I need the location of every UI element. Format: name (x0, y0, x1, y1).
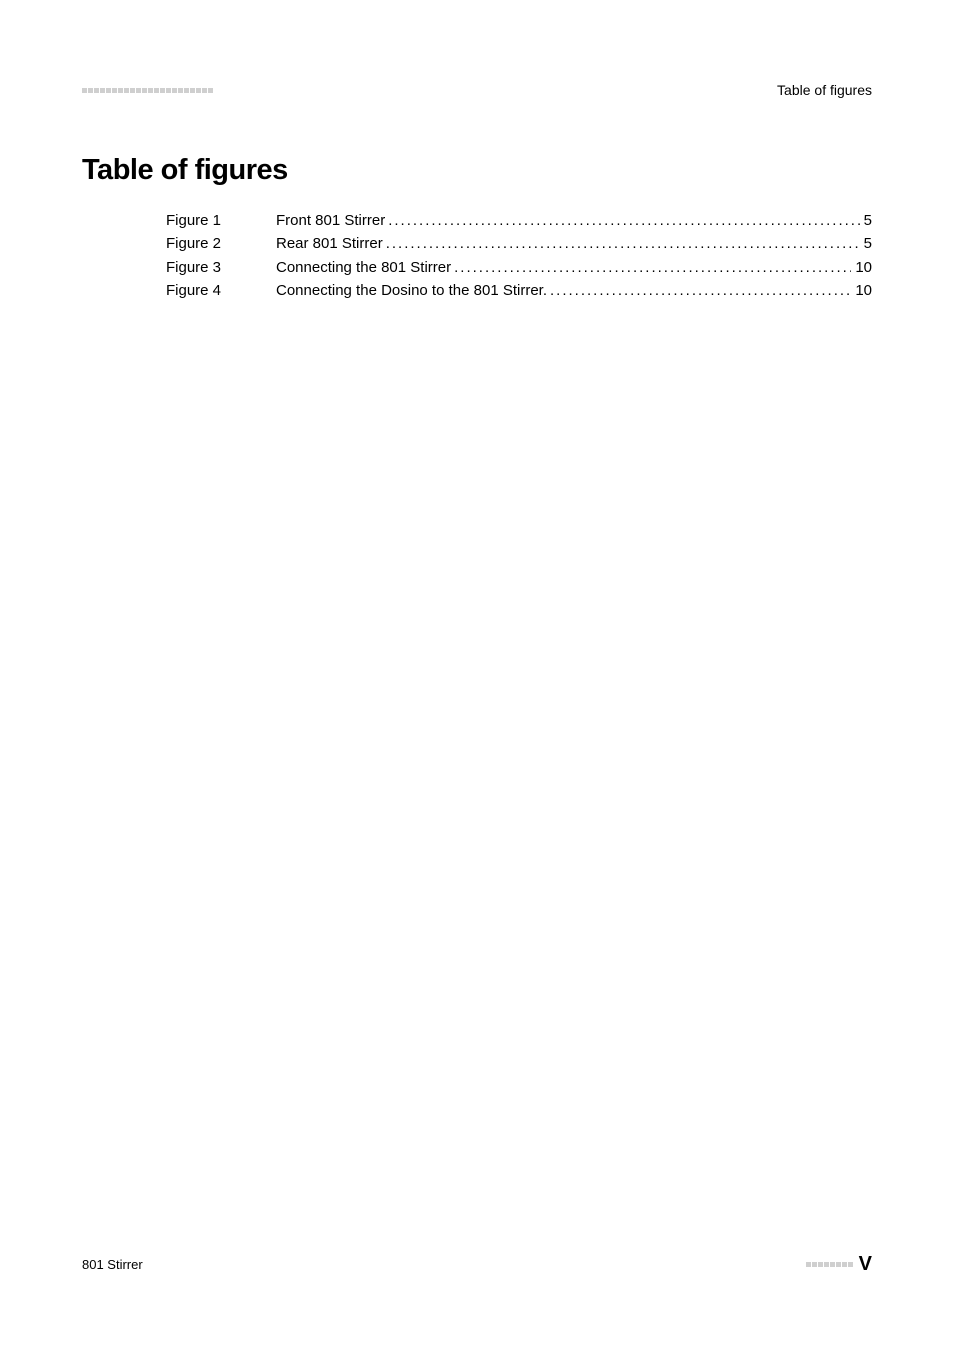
dash-icon (184, 88, 189, 93)
dash-icon (88, 88, 93, 93)
tof-figure-label: Figure 1 (166, 209, 276, 232)
tof-description: Connecting the Dosino to the 801 Stirrer… (276, 279, 547, 302)
dash-icon (148, 88, 153, 93)
dash-icon (100, 88, 105, 93)
dash-icon (196, 88, 201, 93)
tof-leader-dots (547, 279, 851, 302)
dash-icon (118, 88, 123, 93)
tof-figure-label: Figure 3 (166, 256, 276, 279)
footer-right-group: V (806, 1253, 872, 1276)
dash-icon (124, 88, 129, 93)
footer-page-number: V (859, 1253, 872, 1276)
tof-figure-label: Figure 2 (166, 232, 276, 255)
dash-icon (154, 88, 159, 93)
tof-row: Figure 4Connecting the Dosino to the 801… (166, 279, 872, 302)
page-title: Table of figures (82, 154, 872, 187)
tof-leader-dots (385, 209, 859, 232)
dash-icon (106, 88, 111, 93)
tof-description: Front 801 Stirrer (276, 209, 385, 232)
tof-page-number: 10 (851, 256, 872, 279)
tof-row: Figure 3Connecting the 801 Stirrer 10 (166, 256, 872, 279)
header-section-label: Table of figures (777, 82, 872, 98)
dash-icon (82, 88, 87, 93)
dash-icon (178, 88, 183, 93)
dash-icon (172, 88, 177, 93)
tof-leader-dots (451, 256, 851, 279)
dash-icon (848, 1262, 853, 1267)
footer-doc-title: 801 Stirrer (82, 1257, 143, 1272)
dash-icon (824, 1262, 829, 1267)
dash-icon (202, 88, 207, 93)
dash-icon (136, 88, 141, 93)
tof-figure-label: Figure 4 (166, 279, 276, 302)
dash-icon (818, 1262, 823, 1267)
tof-row: Figure 1Front 801 Stirrer 5 (166, 209, 872, 232)
table-of-figures: Figure 1Front 801 Stirrer 5Figure 2Rear … (166, 209, 872, 302)
footer-dashes (806, 1262, 853, 1267)
dash-icon (836, 1262, 841, 1267)
dash-icon (94, 88, 99, 93)
page-footer: 801 Stirrer V (82, 1253, 872, 1276)
tof-description: Connecting the 801 Stirrer (276, 256, 451, 279)
tof-description: Rear 801 Stirrer (276, 232, 383, 255)
dash-icon (142, 88, 147, 93)
tof-leader-dots (383, 232, 860, 255)
dash-icon (806, 1262, 811, 1267)
tof-row: Figure 2Rear 801 Stirrer 5 (166, 232, 872, 255)
dash-icon (190, 88, 195, 93)
tof-page-number: 5 (860, 232, 872, 255)
tof-page-number: 10 (851, 279, 872, 302)
tof-page-number: 5 (860, 209, 872, 232)
dash-icon (830, 1262, 835, 1267)
dash-icon (166, 88, 171, 93)
header-dashes-left (82, 88, 213, 93)
dash-icon (812, 1262, 817, 1267)
dash-icon (208, 88, 213, 93)
document-page: Table of figures Table of figures Figure… (0, 0, 954, 1350)
dash-icon (160, 88, 165, 93)
dash-icon (842, 1262, 847, 1267)
dash-icon (112, 88, 117, 93)
dash-icon (130, 88, 135, 93)
page-header: Table of figures (82, 82, 872, 98)
